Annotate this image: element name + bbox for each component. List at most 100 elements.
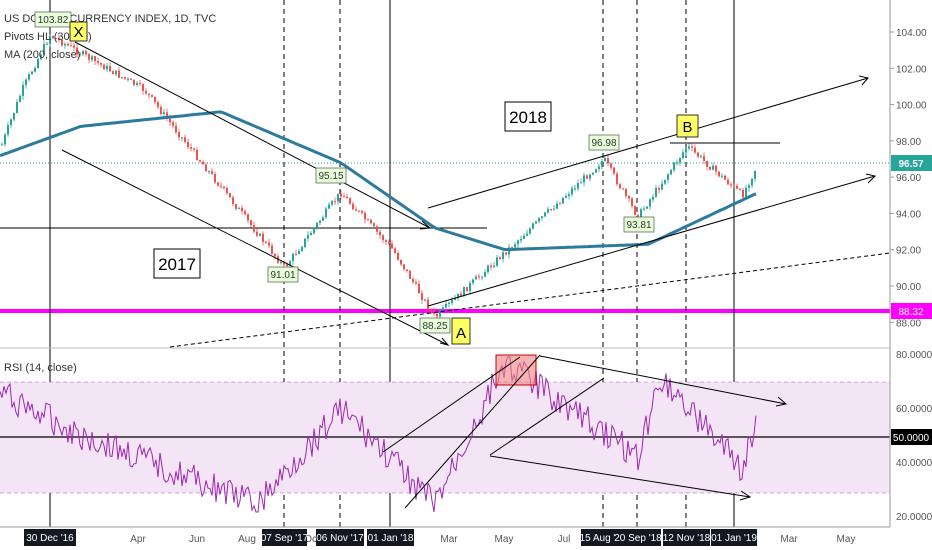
candle-body — [496, 257, 498, 266]
candle-body — [334, 201, 336, 203]
candle-body — [61, 39, 63, 46]
candle-body — [688, 146, 690, 149]
candle-body — [382, 235, 384, 241]
candle-body — [298, 250, 300, 255]
candle-body — [748, 185, 750, 188]
candle-body — [742, 189, 744, 198]
candle-body — [409, 270, 411, 279]
candle-body — [142, 84, 144, 91]
candle-body — [16, 101, 18, 113]
rsi-tick-label: 60.0000 — [896, 404, 932, 415]
candle-body — [361, 210, 363, 213]
candle-body — [634, 206, 636, 215]
rsi-indicator-label: RSI (14, close) — [4, 362, 77, 374]
candle-body — [661, 183, 663, 190]
candle-body — [223, 186, 225, 189]
candle-body — [79, 54, 81, 56]
candle-body — [523, 235, 525, 239]
price-tick-label: 96.00 — [896, 173, 921, 184]
candle-body — [406, 269, 408, 271]
candle-body — [724, 175, 726, 180]
svg-text:2018: 2018 — [509, 108, 547, 127]
candle-body — [70, 45, 72, 47]
candle-body — [208, 171, 210, 173]
candle-body — [568, 194, 570, 197]
candle-body — [682, 152, 684, 159]
year-label-2018: 2018 — [504, 101, 552, 132]
svg-text:20 Sep '18: 20 Sep '18 — [614, 533, 662, 544]
candle-body — [481, 276, 483, 278]
candle-body — [85, 51, 87, 55]
candle-body — [289, 261, 291, 267]
candle-body — [700, 156, 702, 158]
candle-body — [307, 235, 309, 239]
time-highlight-30dec16: 30 Dec '16 — [24, 529, 76, 546]
candle-body — [25, 79, 27, 85]
candle-body — [328, 204, 330, 209]
svg-text:01 Jan '18: 01 Jan '18 — [368, 533, 414, 544]
candle-body — [349, 198, 351, 204]
candle-body — [580, 182, 582, 184]
svg-text:15 Aug '18: 15 Aug '18 — [580, 533, 627, 544]
candle-body — [397, 253, 399, 260]
candle-body — [175, 125, 177, 133]
wave-label-b: B — [676, 114, 699, 138]
time-tick-mar-19: Mar — [780, 534, 798, 545]
rsi-value-badge: 50.0000 — [891, 429, 932, 445]
candle-body — [88, 54, 90, 60]
candle-body — [355, 209, 357, 211]
candle-body — [274, 253, 276, 257]
price-axis-ticks: 104.00 102.00 100.00 98.00 96.00 94.00 92.00 90… — [890, 28, 927, 329]
price-pane[interactable] — [0, 0, 890, 347]
price-axis[interactable] — [890, 0, 932, 550]
candle-body — [145, 90, 147, 94]
candle-body — [220, 185, 222, 187]
candle-body — [658, 188, 660, 190]
candle-body — [103, 64, 105, 70]
candle-body — [97, 60, 99, 63]
candle-body — [151, 94, 153, 97]
candle-body — [340, 193, 342, 197]
candle-body — [721, 175, 723, 177]
candle-body — [133, 79, 135, 85]
price-tick-label: 90.00 — [896, 282, 921, 293]
candle-body — [448, 302, 450, 304]
candle-body — [436, 313, 438, 317]
candle-body — [217, 182, 219, 186]
candle-body — [205, 164, 207, 172]
time-highlight-06nov17: 06 Nov '17 — [316, 529, 364, 546]
candle-body — [541, 216, 543, 219]
price-tick-label: 100.00 — [896, 101, 927, 112]
candle-body — [100, 62, 102, 65]
price-tick-label: 98.00 — [896, 137, 921, 148]
candle-body — [124, 77, 126, 79]
candle-body — [226, 188, 228, 194]
candle-body — [343, 196, 345, 198]
candle-body — [262, 233, 264, 242]
candle-body — [442, 307, 444, 311]
candle-body — [247, 214, 249, 221]
price-tick-label: 104.00 — [896, 28, 927, 39]
candle-body — [1, 144, 3, 146]
svg-text:06 Nov '17: 06 Nov '17 — [316, 533, 364, 544]
trend-arrowheads — [419, 75, 876, 346]
candle-body — [202, 161, 204, 165]
candle-body — [19, 95, 21, 102]
candle-body — [466, 287, 468, 292]
candle-body — [640, 209, 642, 220]
time-axis-highlights: 30 Dec '16 07 Sep '17 06 Nov '17 01 Jan … — [24, 529, 757, 546]
candle-body — [58, 38, 60, 40]
candle-body — [37, 59, 39, 69]
pivot-label-95: 95.15 — [315, 167, 347, 184]
candle-body — [586, 175, 588, 179]
candle-body — [517, 240, 519, 245]
support-price-badge: 88.32 — [891, 303, 932, 319]
candle-body — [130, 78, 132, 80]
candle-body — [628, 196, 630, 199]
candle-body — [310, 233, 312, 236]
svg-text:B: B — [682, 119, 692, 136]
candle-body — [727, 179, 729, 185]
rsi-arrowheads — [739, 396, 788, 501]
candle-body — [322, 217, 324, 221]
